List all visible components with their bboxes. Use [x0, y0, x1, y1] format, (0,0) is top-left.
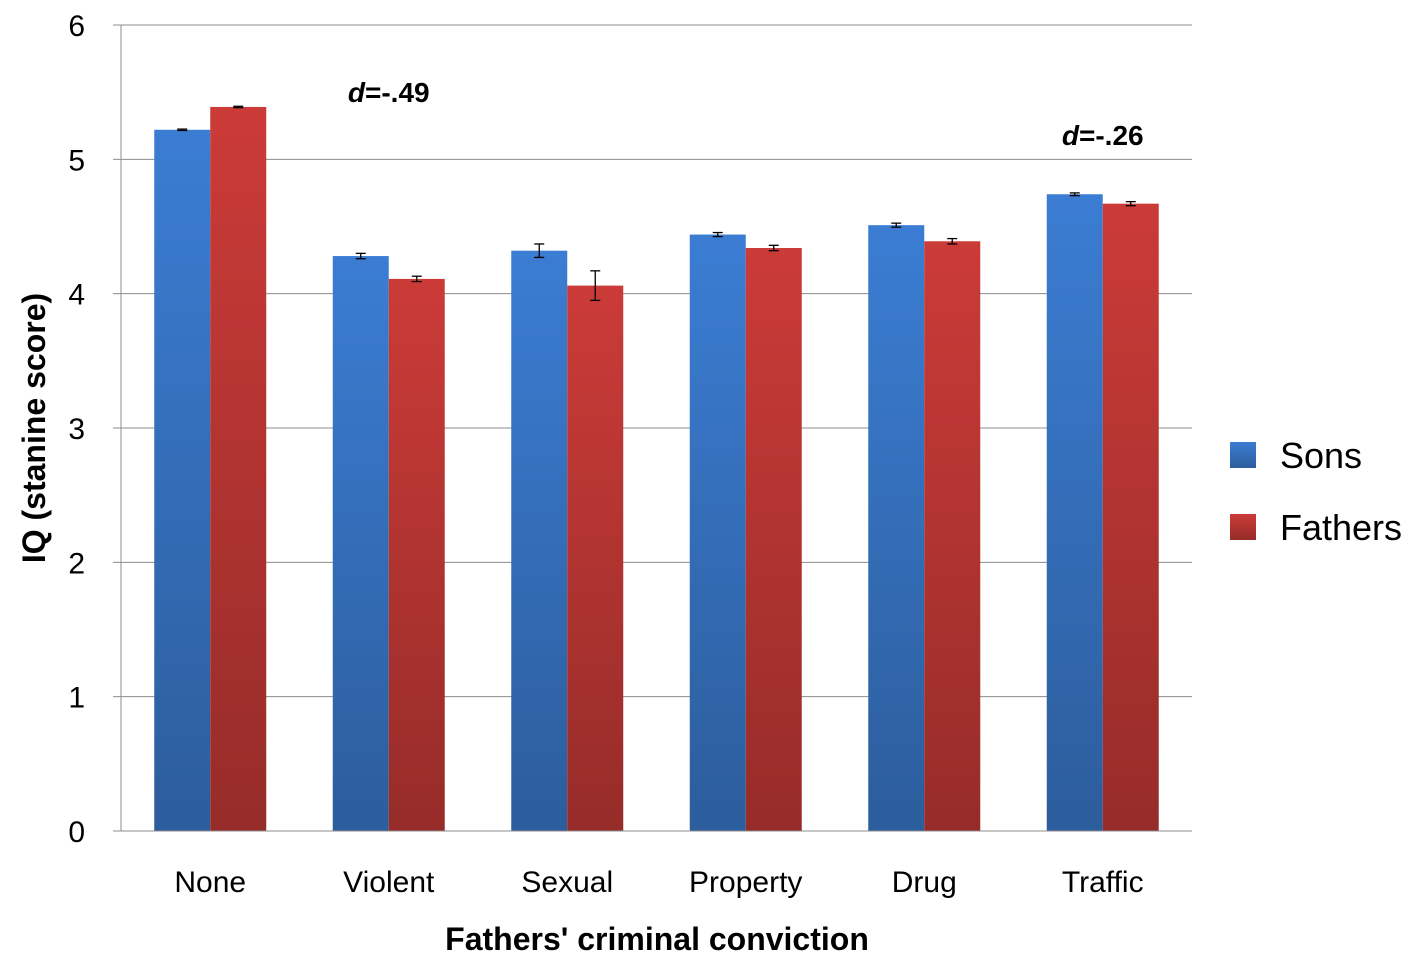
x-tick-label: None — [174, 866, 246, 899]
effect-size-symbol: d — [1062, 120, 1080, 151]
y-tick-label: 5 — [68, 144, 85, 177]
effect-size-label: d=-.49 — [348, 77, 430, 108]
annotations: d=-.49d=-.26 — [348, 77, 1144, 151]
bar-fathers — [567, 286, 623, 831]
bar-fathers — [924, 241, 980, 831]
bar-sons — [868, 225, 924, 831]
x-tick-label: Traffic — [1062, 866, 1144, 899]
legend-label-fathers: Fathers — [1280, 507, 1402, 548]
bar-sons — [333, 256, 389, 831]
effect-size-label: d=-.26 — [1062, 120, 1144, 151]
y-tick-label: 6 — [68, 10, 85, 43]
effect-size-value: =-.26 — [1079, 120, 1144, 151]
y-tick-label: 4 — [68, 279, 85, 312]
bar-sons — [690, 235, 746, 831]
y-tick-label: 2 — [68, 547, 85, 580]
x-tick-label: Property — [689, 866, 802, 899]
bars — [154, 107, 1159, 831]
legend-swatch-sons — [1230, 442, 1256, 468]
legend: Sons Fathers — [1230, 435, 1402, 548]
y-tick-label: 0 — [68, 816, 85, 849]
bar-sons — [511, 251, 567, 831]
gridlines — [121, 25, 1192, 697]
bar-fathers — [746, 248, 802, 831]
y-tick-label: 1 — [68, 682, 85, 715]
x-tick-label: Violent — [343, 866, 435, 899]
x-tick-label: Sexual — [521, 866, 613, 899]
bar-sons — [1047, 194, 1103, 831]
legend-label-sons: Sons — [1280, 435, 1362, 476]
y-tick-label: 3 — [68, 413, 85, 446]
error-bars — [177, 106, 1136, 300]
bar-fathers — [389, 279, 445, 831]
effect-size-symbol: d — [348, 77, 366, 108]
bar-fathers — [210, 107, 266, 831]
bar-fathers — [1103, 204, 1159, 831]
x-tick-label: Drug — [892, 866, 957, 899]
effect-size-value: =-.49 — [365, 77, 430, 108]
x-axis-title: Fathers' criminal conviction — [445, 921, 869, 956]
legend-swatch-fathers — [1230, 514, 1256, 540]
bar-sons — [154, 130, 210, 831]
y-axis-title: IQ (stanine score) — [16, 293, 52, 563]
